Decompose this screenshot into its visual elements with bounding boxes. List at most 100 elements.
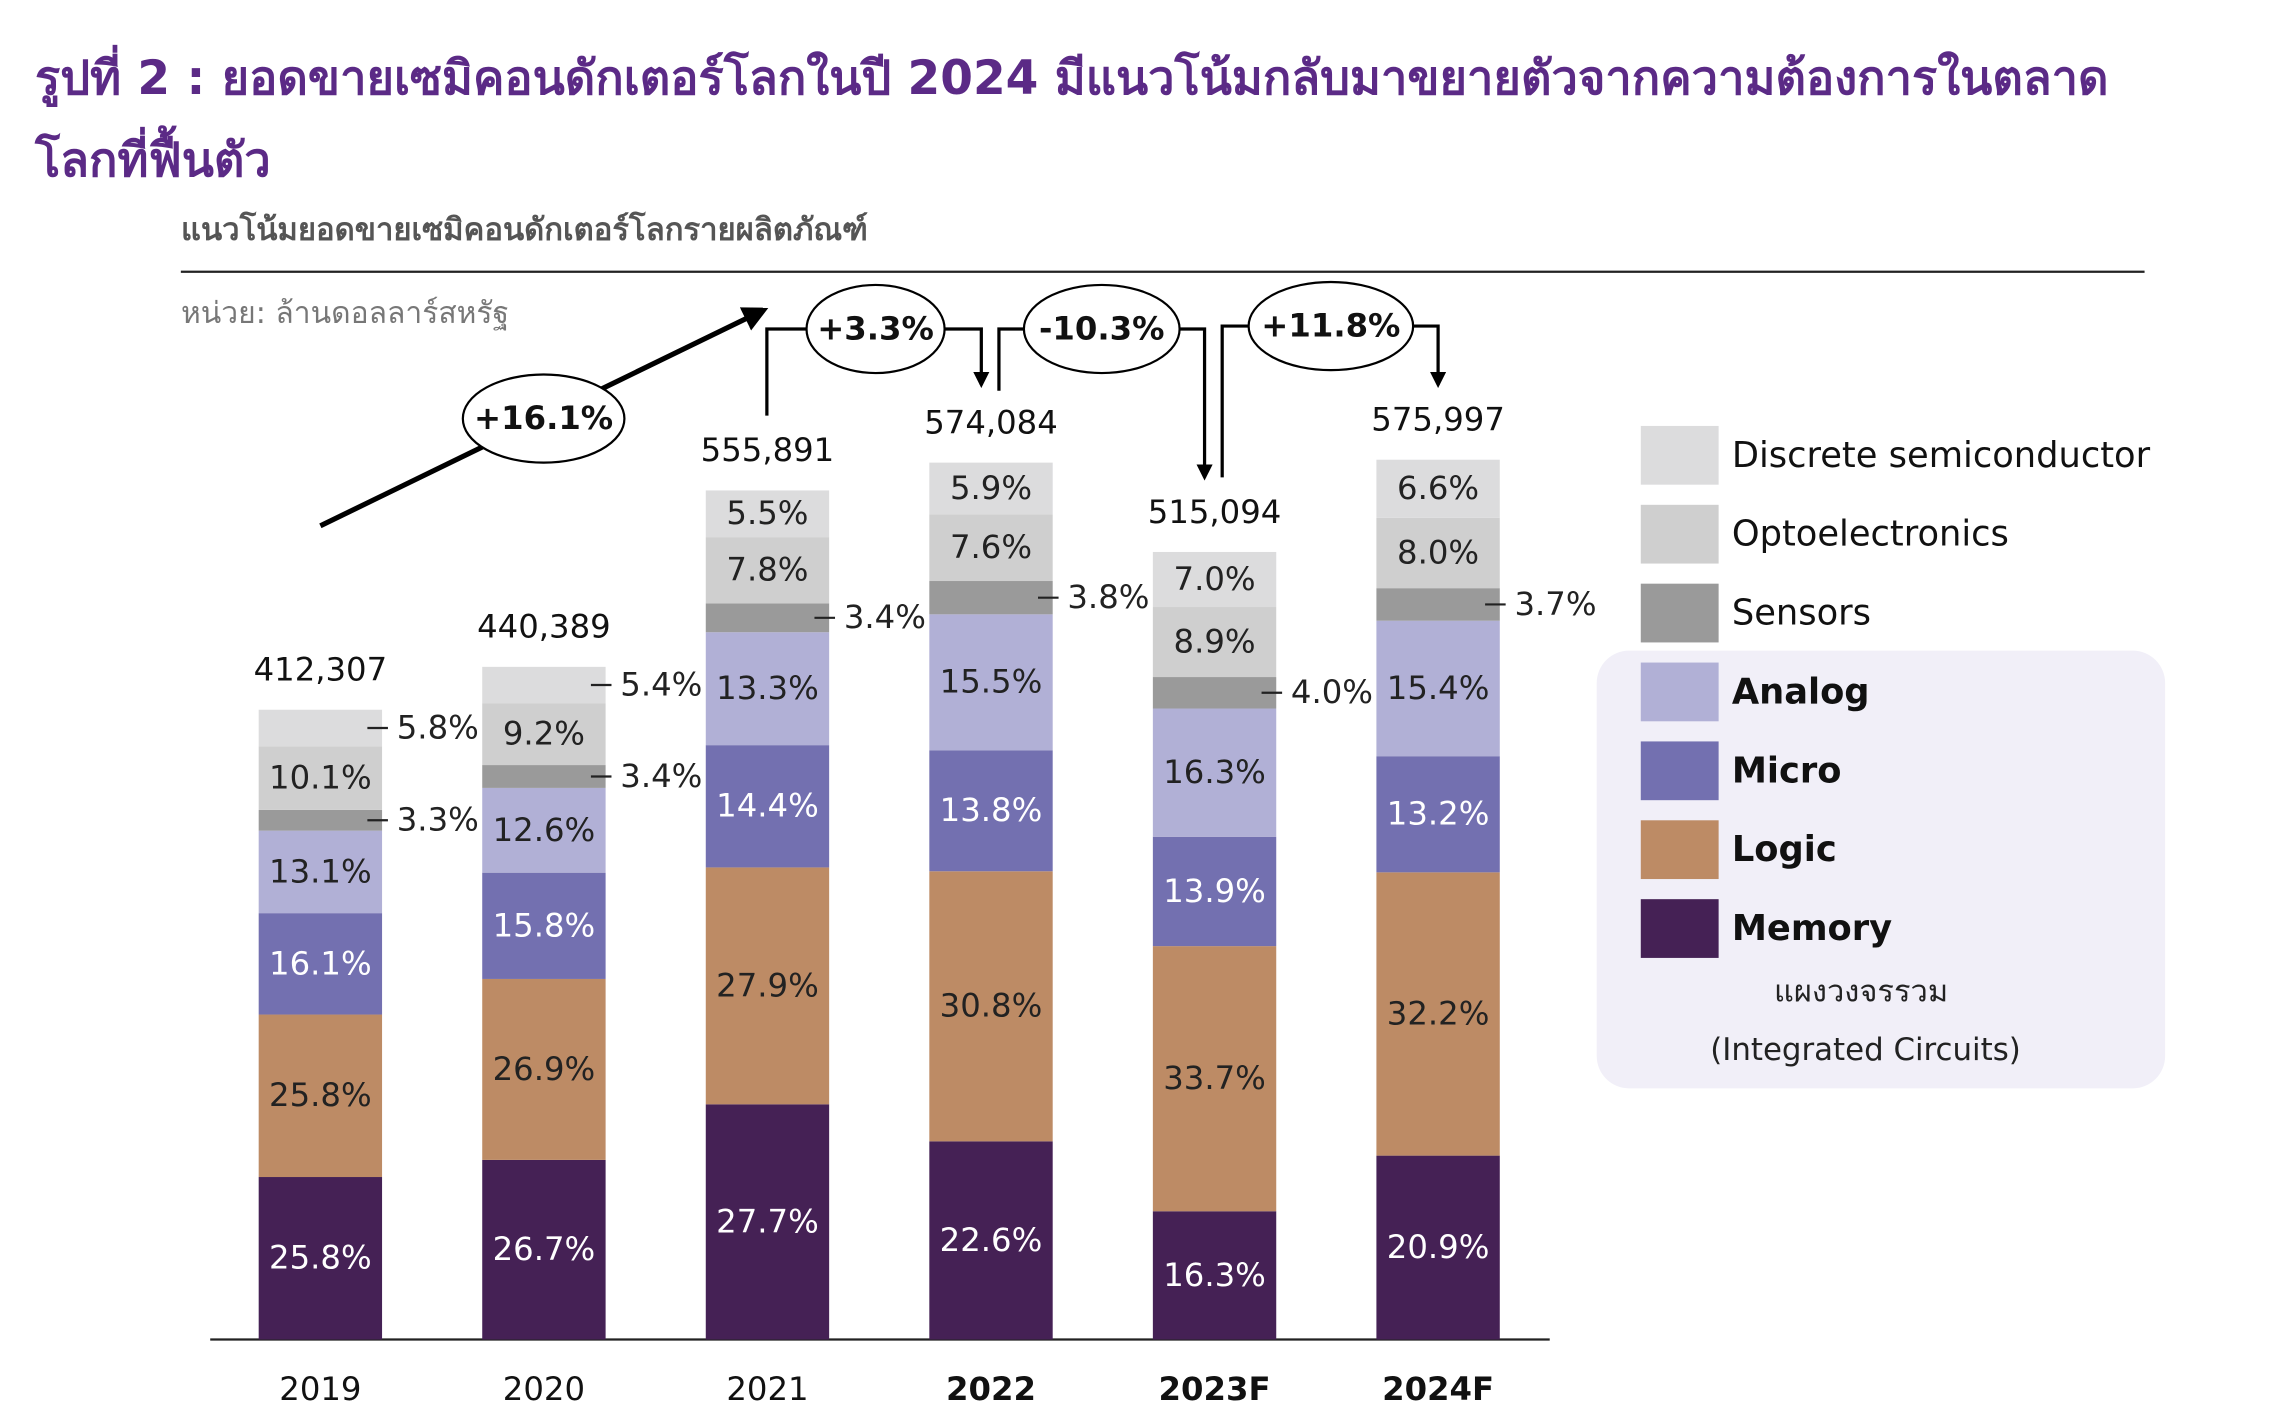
total-label: 555,891 <box>701 431 835 469</box>
growth-label: -10.3% <box>1039 309 1164 347</box>
legend-group-label: แผงวงจรรวม <box>1774 973 1948 1009</box>
segment-label: 5.4% <box>620 665 702 703</box>
bar-segment <box>705 632 830 746</box>
x-tick-label: 2020 <box>503 1370 585 1408</box>
bar-segment <box>705 1104 830 1340</box>
segment-label: 3.7% <box>1514 585 1596 623</box>
bar-segment <box>705 867 830 1105</box>
bar-segment <box>1152 1211 1277 1340</box>
segment-label: 13.3% <box>716 669 819 707</box>
segment-label: 20.9% <box>1387 1228 1490 1266</box>
legend-group-panel <box>1596 650 2166 1089</box>
bar-segment <box>929 614 1053 751</box>
segment-label: 25.8% <box>269 1076 372 1114</box>
segment-label: 25.8% <box>269 1239 372 1277</box>
bar-segment <box>258 809 383 831</box>
x-tick-label: 2022 <box>946 1370 1036 1408</box>
segment-label: 26.7% <box>493 1230 596 1268</box>
segment-label: 3.3% <box>397 801 479 839</box>
bar-segment <box>482 1159 606 1340</box>
bar-segment <box>258 913 383 1015</box>
bar-segment <box>1152 551 1277 608</box>
segment-label: 3.8% <box>1067 578 1149 616</box>
segment-label: 3.4% <box>844 598 926 636</box>
segment-label: 13.9% <box>1163 872 1266 910</box>
legend-swatch <box>1640 662 1719 722</box>
segment-label: 16.3% <box>1163 1256 1266 1294</box>
bar-segment <box>1152 836 1277 947</box>
segment-label: 5.5% <box>726 494 808 532</box>
bar-segment <box>1152 677 1277 709</box>
growth-label: +3.3% <box>817 309 934 347</box>
legend-swatch <box>1640 820 1719 880</box>
bar-segment <box>929 750 1053 872</box>
segment-label: 8.9% <box>1174 623 1256 661</box>
bar-segment <box>482 703 606 766</box>
legend-swatch <box>1640 425 1719 485</box>
segment-label: 4.0% <box>1291 673 1373 711</box>
total-label: 575,997 <box>1371 401 1505 439</box>
bar-segment <box>1152 607 1277 678</box>
segment-label: 8.0% <box>1397 533 1479 571</box>
bar-segment <box>929 514 1053 582</box>
chart-title: รูปที่ 2 : ยอดขายเซมิคอนดักเตอร์โลกในปี … <box>35 51 2109 188</box>
segment-label: 14.4% <box>716 787 819 825</box>
total-label: 515,094 <box>1148 493 1282 531</box>
bar-segment <box>1376 872 1500 1156</box>
legend-label: Analog <box>1732 671 1870 712</box>
growth-label: +16.1% <box>474 399 613 437</box>
bar-segment <box>1376 620 1500 757</box>
segment-label: 9.2% <box>503 715 585 753</box>
segment-label: 16.1% <box>269 944 372 982</box>
segment-label: 26.9% <box>493 1050 596 1088</box>
legend-label: Memory <box>1732 908 1892 949</box>
bar-segment <box>258 709 383 747</box>
legend-swatch <box>1640 504 1719 564</box>
bar-segment <box>705 745 830 868</box>
bar-segment <box>258 746 383 810</box>
growth-label: +11.8% <box>1261 307 1400 345</box>
bar-segment <box>705 537 830 604</box>
legend-label: Sensors <box>1732 593 1871 634</box>
legend-swatch <box>1640 899 1719 958</box>
unit-label: หน่วย: ล้านดอลลาร์สหรัฐ <box>181 296 510 331</box>
bar-segment <box>705 490 830 538</box>
bar-segment <box>258 830 383 914</box>
segment-label: 13.2% <box>1387 795 1490 833</box>
legend-label: Logic <box>1732 829 1837 870</box>
segment-label: 6.6% <box>1397 469 1479 507</box>
segment-label: 22.6% <box>940 1221 1043 1259</box>
bar-segment <box>482 872 606 979</box>
bar-segment <box>705 603 830 633</box>
legend-label: Discrete semiconductor <box>1732 435 2151 476</box>
legend-swatch <box>1640 583 1719 643</box>
x-tick-label: 2019 <box>279 1370 361 1408</box>
segment-label: 33.7% <box>1163 1059 1266 1097</box>
segment-label: 15.5% <box>940 663 1043 701</box>
bar-segment <box>482 666 606 704</box>
segment-label: 12.6% <box>493 811 596 849</box>
bar-segment <box>1376 588 1500 621</box>
bar-segment <box>929 871 1053 1142</box>
segment-label: 15.4% <box>1387 669 1490 707</box>
segment-label: 7.6% <box>950 528 1032 566</box>
total-label: 440,389 <box>477 608 611 646</box>
legend-label: Optoelectronics <box>1732 514 2009 555</box>
segment-label: 5.9% <box>950 469 1032 507</box>
segment-label: 32.2% <box>1387 994 1490 1032</box>
bar-segment <box>1376 459 1500 518</box>
segment-label: 7.0% <box>1174 560 1256 598</box>
total-label: 574,084 <box>924 403 1058 441</box>
bar-segment <box>482 765 606 788</box>
bar-segment <box>1152 946 1277 1212</box>
bar-segment <box>929 581 1053 615</box>
bar-segment <box>929 462 1053 515</box>
bar-segment <box>1376 756 1500 873</box>
segment-label: 3.4% <box>620 757 702 795</box>
bar-segment <box>1152 708 1277 837</box>
segment-label: 10.1% <box>269 759 372 797</box>
x-tick-label: 2024F <box>1382 1370 1494 1408</box>
x-tick-label: 2021 <box>726 1370 808 1408</box>
bar-segment <box>482 978 606 1160</box>
